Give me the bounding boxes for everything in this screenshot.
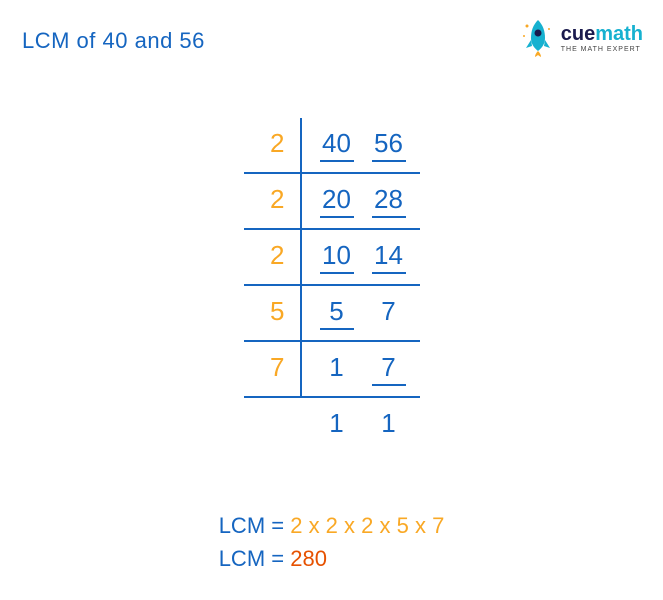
division-number: 10 bbox=[320, 240, 354, 274]
separator-2: = bbox=[265, 546, 290, 571]
divisor-cell: 7 bbox=[242, 342, 302, 396]
lcm-expression: 2 x 2 x 2 x 5 x 7 bbox=[290, 513, 444, 538]
brand-logo: cuemath THE MATH EXPERT bbox=[521, 18, 643, 58]
page-title: LCM of 40 and 56 bbox=[22, 28, 205, 54]
division-number: 40 bbox=[320, 128, 354, 162]
numbers-cell: 57 bbox=[302, 286, 422, 340]
logo-part2: math bbox=[595, 23, 643, 45]
lcm-value: 280 bbox=[290, 546, 327, 571]
divisor-cell: 2 bbox=[242, 230, 302, 284]
numbers-cell: 10 14 bbox=[302, 230, 422, 284]
divisor-cell: 5 bbox=[242, 286, 302, 340]
rocket-icon bbox=[521, 18, 555, 58]
division-number: 28 bbox=[372, 184, 406, 218]
divisor-cell: 2 bbox=[242, 118, 302, 172]
logo-tagline: THE MATH EXPERT bbox=[561, 46, 643, 53]
division-ladder: 24056220282101455771711 bbox=[242, 118, 422, 449]
numbers-cell: 2028 bbox=[302, 174, 422, 228]
division-number: 7 bbox=[372, 296, 406, 330]
lcm-results: LCM = 2 x 2 x 2 x 5 x 7 LCM = 280 bbox=[219, 509, 445, 575]
lcm-label-1: LCM bbox=[219, 513, 265, 538]
division-number: 1 bbox=[372, 408, 406, 439]
numbers-cell: 11 bbox=[302, 398, 422, 449]
division-number: 1 bbox=[320, 352, 354, 386]
lcm-label-2: LCM bbox=[219, 546, 265, 571]
logo-brand: cuemath bbox=[561, 24, 643, 44]
divisor-cell bbox=[242, 398, 302, 449]
division-number: 14 bbox=[372, 240, 406, 274]
division-number: 5 bbox=[320, 296, 354, 330]
division-number: 20 bbox=[320, 184, 354, 218]
divisor-cell: 2 bbox=[242, 174, 302, 228]
separator-1: = bbox=[265, 513, 290, 538]
numbers-cell: 40 56 bbox=[302, 118, 422, 172]
logo-part1: cue bbox=[561, 23, 595, 45]
numbers-cell: 17 bbox=[302, 342, 422, 396]
division-number: 56 bbox=[372, 128, 406, 162]
lcm-expression-line: LCM = 2 x 2 x 2 x 5 x 7 bbox=[219, 509, 445, 542]
logo-text: cuemath THE MATH EXPERT bbox=[561, 24, 643, 53]
title-text: LCM of 40 and 56 bbox=[22, 28, 205, 53]
division-number: 7 bbox=[372, 352, 406, 386]
division-number: 1 bbox=[320, 408, 354, 439]
lcm-value-line: LCM = 280 bbox=[219, 542, 445, 575]
